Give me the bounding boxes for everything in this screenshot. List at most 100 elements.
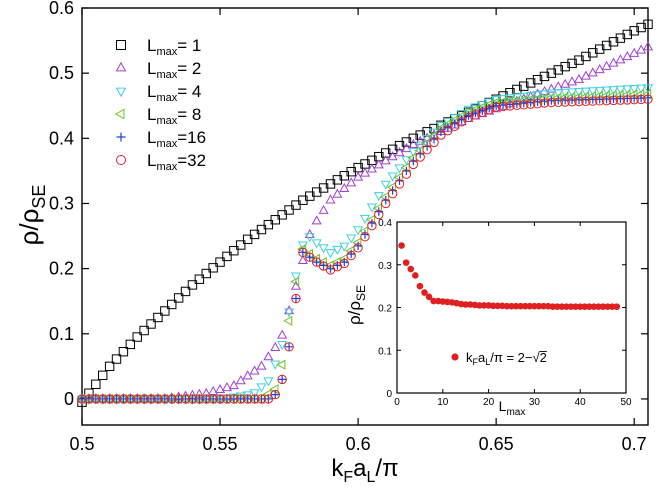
main-marks <box>76 19 654 407</box>
inset-data-point <box>599 303 607 310</box>
inset-data-point <box>540 302 547 310</box>
inset-xlabel: Lmax <box>499 398 526 418</box>
data-point <box>401 137 412 147</box>
data-point <box>615 95 626 105</box>
data-point <box>221 382 233 392</box>
data-point <box>277 375 287 384</box>
data-point <box>415 130 425 140</box>
inset-ytick-label: 0.1 <box>378 346 392 357</box>
data-point <box>215 394 225 404</box>
data-point <box>242 394 253 404</box>
data-point <box>229 394 239 404</box>
data-point <box>256 394 267 404</box>
data-point <box>580 70 591 80</box>
data-point <box>435 122 446 132</box>
inset-ytick-label: 0.3 <box>378 261 392 272</box>
data-point <box>338 253 348 264</box>
inset-data-point <box>572 303 579 310</box>
main-ytick-label: 0.6 <box>49 0 74 18</box>
inset-data-point <box>558 303 566 310</box>
data-point <box>91 394 101 404</box>
data-point <box>173 394 184 404</box>
data-point <box>242 234 253 245</box>
main-ylabel: ρ/ρSE <box>14 185 49 246</box>
inset-xtick-label: 50 <box>620 397 632 408</box>
data-point <box>270 389 280 400</box>
inset-data-point <box>425 293 433 301</box>
inset-data-point <box>462 301 470 308</box>
data-point <box>284 342 294 352</box>
data-point <box>484 104 494 115</box>
data-point <box>118 346 129 357</box>
data-point <box>594 44 605 54</box>
inset-legend-label: kFaL/π = 2−√2 <box>466 350 547 367</box>
main-xtick-label: 0.65 <box>479 434 514 454</box>
inset-xlabel-sub: max <box>506 407 525 418</box>
data-point <box>167 394 177 404</box>
data-point <box>153 394 163 404</box>
data-point <box>615 85 626 95</box>
legend-entry: Lmax= 1 <box>147 36 201 58</box>
data-point <box>311 239 322 249</box>
data-point <box>263 219 274 230</box>
data-point <box>519 100 529 110</box>
data-point <box>339 242 350 252</box>
inset-xtick-label: 0 <box>394 397 400 408</box>
data-point <box>291 293 301 304</box>
data-point <box>208 263 218 273</box>
data-point <box>125 394 136 404</box>
data-point <box>394 140 405 151</box>
data-point <box>228 380 239 390</box>
data-point <box>249 365 260 375</box>
data-point <box>608 86 619 96</box>
data-point <box>98 394 108 404</box>
data-point <box>401 156 412 166</box>
data-point <box>235 375 246 385</box>
data-point <box>236 240 246 250</box>
main-ytick-label: 0.5 <box>49 63 74 83</box>
data-point <box>643 19 653 29</box>
data-point <box>84 394 94 404</box>
data-point <box>187 394 198 404</box>
data-point <box>291 200 301 210</box>
data-point <box>277 329 288 339</box>
data-point <box>215 257 225 267</box>
data-point <box>387 188 398 199</box>
data-point <box>546 97 557 108</box>
data-point <box>270 215 280 225</box>
data-point <box>187 280 198 290</box>
data-point <box>608 37 619 47</box>
data-point <box>353 243 363 253</box>
data-point <box>573 87 585 98</box>
main-xlabel-tail: /π <box>375 455 398 482</box>
data-point <box>346 250 356 261</box>
data-point <box>588 48 598 58</box>
inset-data-point <box>430 297 437 305</box>
data-point <box>477 107 488 117</box>
data-point <box>167 299 177 310</box>
main-xtick-label: 0.6 <box>346 434 371 454</box>
data-point <box>263 394 274 404</box>
inset-xtick-label: 30 <box>529 397 541 408</box>
data-point <box>229 246 239 256</box>
data-point <box>242 370 253 380</box>
data-point <box>387 144 398 155</box>
data-point <box>629 85 640 95</box>
data-point <box>601 95 612 106</box>
data-point <box>284 305 295 315</box>
data-point <box>553 65 563 75</box>
legend-marker <box>115 87 127 98</box>
inset-data-point <box>531 302 538 310</box>
inset-data-point <box>521 302 529 310</box>
inset-data-point <box>554 303 561 310</box>
data-point <box>415 141 426 151</box>
data-point <box>367 220 377 231</box>
data-point <box>283 315 293 326</box>
data-point <box>642 84 654 94</box>
data-point <box>180 394 191 404</box>
data-point <box>77 394 87 404</box>
data-point <box>311 257 322 267</box>
legend-marker <box>114 108 125 120</box>
data-point <box>518 92 529 102</box>
data-point <box>111 354 122 364</box>
